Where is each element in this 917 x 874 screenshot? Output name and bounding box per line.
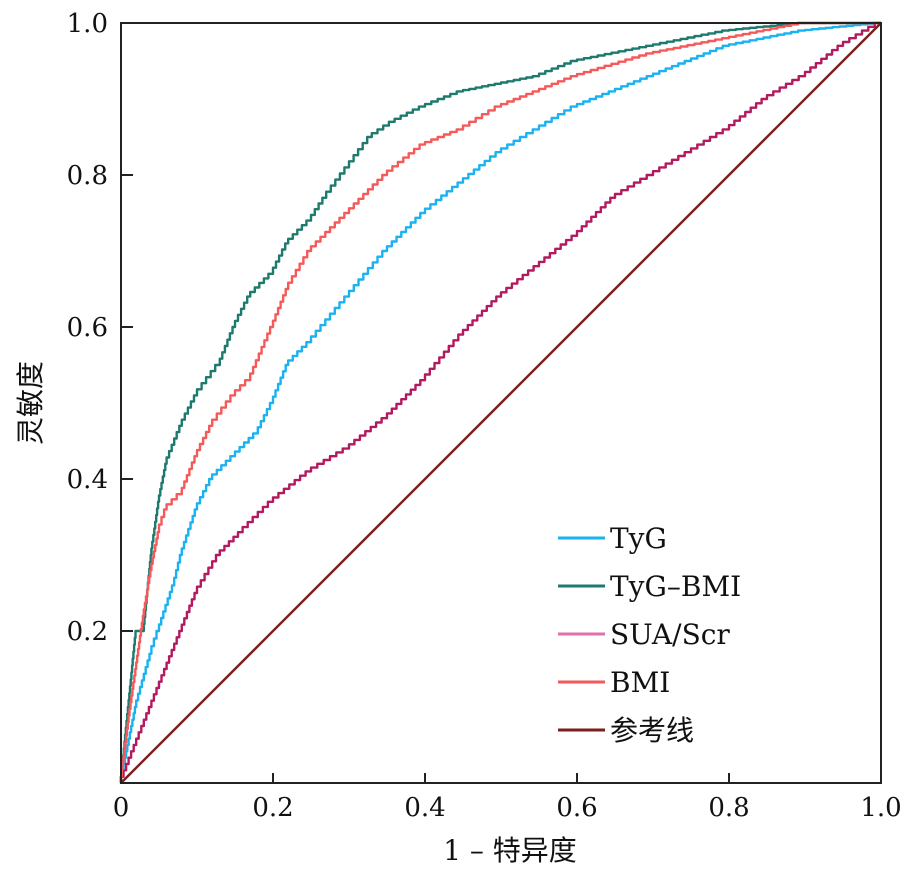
legend-label: BMI xyxy=(610,666,670,699)
x-axis-label: 1 – 特异度 xyxy=(443,834,577,867)
curves xyxy=(119,21,882,784)
plot-frame xyxy=(120,22,882,784)
legend-label: 参考线 xyxy=(610,714,694,747)
x-tick-label: 1.0 xyxy=(860,793,901,823)
y-axis-label: 灵敏度 xyxy=(14,361,47,445)
legend: TyG TyG–BMI SUA/Scr BMI 参考线 xyxy=(558,522,741,747)
legend-label: TyG xyxy=(610,522,667,555)
y-axis: 0.2 0.4 0.6 0.8 1.0 xyxy=(67,9,133,647)
roc-curve-2 xyxy=(119,21,881,783)
legend-label: TyG–BMI xyxy=(610,570,741,603)
legend-label: SUA/Scr xyxy=(610,618,730,651)
y-tick-label: 0.8 xyxy=(67,161,108,191)
x-tick-label: 0.6 xyxy=(556,793,597,823)
x-tick-label: 0 xyxy=(113,793,130,823)
y-tick-label: 0.2 xyxy=(67,617,108,647)
roc-curve-4 xyxy=(120,22,882,784)
x-axis: 0 0.2 0.4 0.6 0.8 1.0 xyxy=(113,773,902,823)
roc-curve-0 xyxy=(119,21,881,783)
x-tick-label: 0.8 xyxy=(708,793,749,823)
x-tick-label: 0.2 xyxy=(252,793,293,823)
x-tick-label: 0.4 xyxy=(404,793,445,823)
y-tick-label: 0.4 xyxy=(67,465,108,495)
roc-curve-3 xyxy=(119,21,881,783)
y-tick-label: 1.0 xyxy=(67,9,108,39)
y-tick-label: 0.6 xyxy=(67,313,108,343)
